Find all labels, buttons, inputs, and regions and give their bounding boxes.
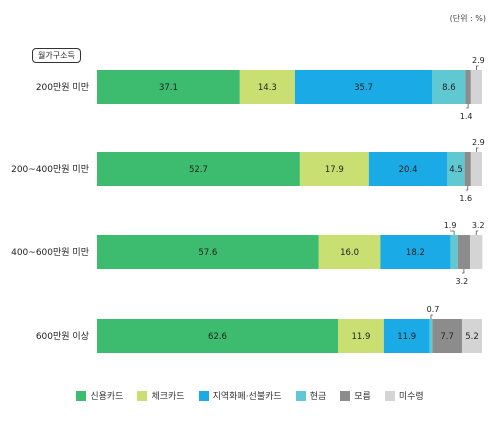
callout-line	[430, 314, 433, 319]
bar-segment	[464, 152, 471, 186]
bar-segment	[470, 70, 482, 104]
legend-item: 모름	[340, 389, 371, 402]
legend-item: 신용카드	[76, 389, 123, 402]
data-label: 14.3	[258, 83, 277, 93]
data-label: 52.7	[189, 165, 208, 175]
category-label: 200~400만원 미만	[11, 164, 89, 175]
bar-segment	[450, 235, 458, 269]
legend-item: 미수령	[384, 389, 424, 402]
callout-line	[465, 186, 469, 191]
group-label: 월가구소득	[32, 48, 81, 63]
bar-segment	[383, 319, 430, 353]
category-label: 600만원 이상	[36, 331, 89, 342]
data-label: 1.9	[444, 221, 457, 230]
bar-segment	[380, 235, 451, 269]
data-label: 1.6	[459, 194, 472, 203]
bar-segment	[97, 152, 300, 186]
bar-segment	[457, 235, 471, 269]
data-label: 16.0	[340, 248, 359, 258]
legend-swatch	[340, 390, 351, 401]
callout-line	[461, 269, 465, 274]
data-label: 11.9	[397, 332, 416, 342]
legend-swatch	[384, 390, 395, 401]
legend-swatch	[76, 390, 87, 401]
bar-segment	[470, 152, 482, 186]
data-label: 62.6	[208, 332, 227, 342]
legend-label: 미수령	[398, 392, 424, 402]
category-label: 400~600만원 미만	[11, 247, 89, 258]
data-label: 0.7	[427, 305, 440, 314]
bar-segment	[432, 70, 466, 104]
legend: 신용카드 체크카드 지역화폐·선불카드 현금 모름 미수령	[0, 389, 500, 402]
bar-segment	[294, 70, 433, 104]
legend-item: 현금	[295, 389, 327, 402]
data-label: 18.2	[406, 248, 425, 258]
data-label: 7.7	[440, 332, 454, 342]
callout-line	[475, 230, 479, 235]
bar-segment	[97, 70, 240, 104]
bar-segment	[97, 235, 319, 269]
data-label: 35.7	[354, 83, 373, 93]
callout-line	[466, 104, 469, 109]
bar-segment	[429, 319, 433, 353]
data-label: 3.2	[456, 277, 469, 286]
legend-swatch	[137, 390, 148, 401]
data-label: 17.9	[325, 165, 344, 175]
legend-swatch	[198, 390, 209, 401]
legend-item: 체크카드	[137, 389, 185, 402]
bar-segment	[432, 319, 462, 353]
bar-segment	[465, 70, 471, 104]
data-label: 57.6	[198, 248, 217, 258]
data-label: 2.9	[472, 56, 485, 65]
data-label: 2.9	[472, 138, 485, 147]
unit-label: (단위 : %)	[449, 14, 486, 23]
category-label: 200만원 미만	[36, 82, 89, 93]
callout-line	[476, 147, 479, 152]
legend-item: 지역화폐·선불카드	[198, 389, 282, 402]
legend-label: 체크카드	[151, 392, 185, 402]
data-label: 1.4	[460, 112, 473, 121]
callout-line	[450, 230, 455, 235]
data-label: 4.5	[449, 165, 463, 175]
bar-segment	[368, 152, 448, 186]
legend-swatch	[295, 390, 306, 401]
bar-segment	[299, 152, 369, 186]
data-label: 3.2	[472, 221, 485, 230]
bar-segment	[97, 319, 339, 353]
bar-segment	[318, 235, 381, 269]
bar-segment	[447, 152, 465, 186]
bar-segment	[470, 235, 483, 269]
legend-label: 신용카드	[90, 392, 124, 402]
bar-segment	[461, 319, 482, 353]
legend-label: 지역화폐·선불카드	[212, 392, 282, 402]
legend-label: 현금	[309, 392, 327, 402]
bar-segment	[239, 70, 295, 104]
data-label: 8.6	[442, 83, 456, 93]
data-label: 5.2	[465, 332, 479, 342]
callout-line	[476, 65, 479, 70]
bar-segment	[338, 319, 384, 353]
data-label: 37.1	[159, 83, 178, 93]
data-label: 11.9	[351, 332, 370, 342]
data-label: 20.4	[399, 165, 418, 175]
legend-label: 모름	[354, 392, 371, 402]
